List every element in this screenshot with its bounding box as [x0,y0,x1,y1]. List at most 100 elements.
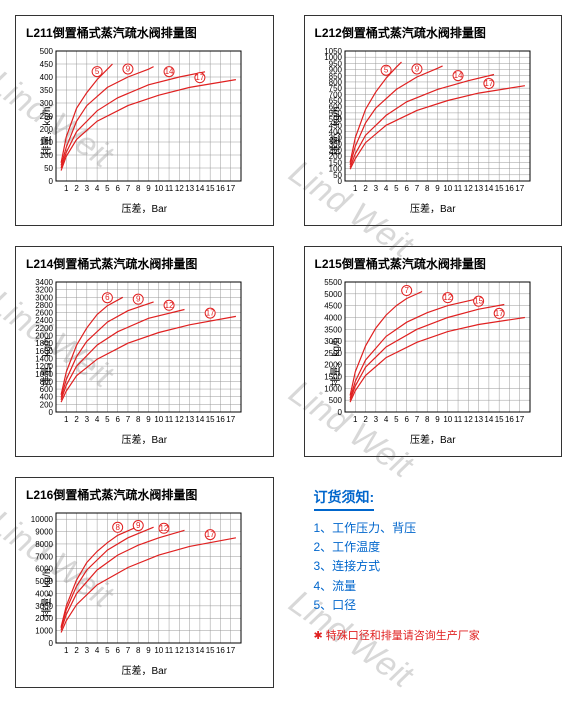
svg-text:3500: 3500 [324,325,342,334]
svg-text:14: 14 [484,184,493,193]
svg-text:15: 15 [494,415,503,424]
svg-text:7000: 7000 [35,552,53,561]
svg-text:8: 8 [136,184,141,193]
svg-text:14: 14 [195,184,204,193]
svg-text:12: 12 [175,415,184,424]
x-axis-label: 压差，Bar [26,200,263,215]
svg-text:6: 6 [115,184,120,193]
svg-text:13: 13 [474,184,483,193]
svg-text:9: 9 [435,415,440,424]
svg-text:17: 17 [226,184,235,193]
svg-text:5500: 5500 [324,278,342,287]
svg-text:9: 9 [126,65,131,74]
charts-grid: L211倒置桶式蒸汽疏水阀排量图 排量，kg/h 123456789101112… [15,15,562,688]
svg-text:15: 15 [494,184,503,193]
chart-title: L212倒置桶式蒸汽疏水阀排量图 [315,24,552,41]
svg-text:16: 16 [216,415,225,424]
svg-text:7: 7 [126,646,131,655]
svg-text:6: 6 [404,415,409,424]
x-axis-label: 压差，Bar [315,431,552,446]
svg-text:14: 14 [165,67,174,76]
svg-text:2: 2 [74,646,79,655]
svg-text:1: 1 [64,184,69,193]
chart-panel: L212倒置桶式蒸汽疏水阀排量图 排量，kg/h 123456789101112… [304,15,563,226]
svg-text:9000: 9000 [35,528,53,537]
svg-text:8: 8 [136,415,141,424]
svg-text:16: 16 [216,184,225,193]
svg-text:3: 3 [373,184,378,193]
order-item: 2、工作温度 [314,538,563,557]
svg-text:5: 5 [383,66,388,75]
svg-text:10: 10 [154,415,163,424]
svg-text:13: 13 [185,184,194,193]
svg-text:2: 2 [74,184,79,193]
svg-text:8: 8 [424,184,429,193]
y-axis-label: 排量，kg/h [38,106,53,155]
svg-text:6: 6 [404,184,409,193]
svg-text:7: 7 [404,286,409,295]
svg-text:15: 15 [206,646,215,655]
svg-text:4: 4 [95,415,100,424]
svg-text:5: 5 [105,415,110,424]
svg-text:17: 17 [494,309,503,318]
svg-text:10: 10 [443,415,452,424]
svg-text:9: 9 [146,646,151,655]
order-item: 4、流量 [314,577,563,596]
svg-text:6: 6 [115,646,120,655]
svg-text:5: 5 [95,67,100,76]
svg-text:400: 400 [40,73,54,82]
svg-text:8000: 8000 [35,540,53,549]
svg-text:0: 0 [49,177,54,186]
svg-text:5: 5 [105,646,110,655]
chart-title: L214倒置桶式蒸汽疏水阀排量图 [26,255,263,272]
svg-text:9: 9 [414,65,419,74]
svg-text:2: 2 [363,415,368,424]
chart-area: 排量，kg/h 12345678910111213141516170501001… [315,46,552,215]
svg-text:10: 10 [154,184,163,193]
order-item: 5、口径 [314,596,563,615]
order-note: 特殊口径和排量请咨询生产厂家 [314,627,563,643]
svg-text:7: 7 [126,184,131,193]
svg-text:12: 12 [463,184,472,193]
chart-title: L216倒置桶式蒸汽疏水阀排量图 [26,486,263,503]
chart-title: L211倒置桶式蒸汽疏水阀排量图 [26,24,263,41]
svg-text:350: 350 [40,86,54,95]
order-list: 1、工作压力、背压2、工作温度3、连接方式4、流量5、口径 [314,519,563,615]
svg-text:3400: 3400 [35,278,53,287]
svg-text:11: 11 [165,184,174,193]
x-axis-label: 压差，Bar [315,200,552,215]
svg-text:1: 1 [353,184,358,193]
svg-text:3: 3 [85,415,90,424]
order-info: 订货须知: 1、工作压力、背压2、工作温度3、连接方式4、流量5、口径 特殊口径… [304,477,563,688]
svg-text:3: 3 [85,184,90,193]
order-item: 3、连接方式 [314,557,563,576]
svg-text:13: 13 [185,415,194,424]
chart-svg: 1234567891011121314151617050010001500200… [315,277,535,427]
svg-text:14: 14 [453,71,462,80]
svg-text:1: 1 [64,646,69,655]
y-axis-label: 排量，kg/h [326,106,341,155]
chart-area: 排量，kg/h 12345678910111213141516170100020… [26,508,263,677]
svg-text:17: 17 [206,530,215,539]
chart-area: 排量，kg/h 12345678910111213141516170501001… [26,46,263,215]
svg-text:13: 13 [185,646,194,655]
y-axis-label: 排量，kg/h [38,337,53,386]
chart-panel: L214倒置桶式蒸汽疏水阀排量图 排量，kg/h 123456789101112… [15,246,274,457]
svg-text:50: 50 [44,164,53,173]
svg-text:17: 17 [226,415,235,424]
svg-text:4: 4 [383,184,388,193]
svg-text:17: 17 [226,646,235,655]
svg-text:9: 9 [146,184,151,193]
svg-text:15: 15 [206,184,215,193]
svg-text:16: 16 [216,646,225,655]
svg-text:13: 13 [474,415,483,424]
svg-text:6: 6 [105,293,110,302]
svg-text:17: 17 [206,309,215,318]
svg-text:3: 3 [85,646,90,655]
svg-text:11: 11 [453,415,462,424]
chart-area: 排量，kg/h 12345678910111213141516170500100… [315,277,552,446]
svg-text:0: 0 [49,639,54,648]
svg-text:4: 4 [95,646,100,655]
svg-text:4: 4 [383,415,388,424]
svg-text:9: 9 [435,184,440,193]
